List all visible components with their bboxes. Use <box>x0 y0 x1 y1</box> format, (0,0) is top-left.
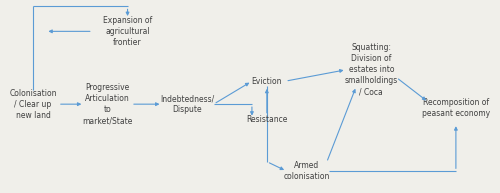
Text: Indebtedness/
Dispute: Indebtedness/ Dispute <box>160 94 214 114</box>
Text: Progressive
Articulation
to
market/State: Progressive Articulation to market/State <box>82 83 133 125</box>
Text: Colonisation
/ Clear up
new land: Colonisation / Clear up new land <box>10 89 57 120</box>
Text: Expansion of
agricultural
frontier: Expansion of agricultural frontier <box>103 16 152 47</box>
Text: Squatting:
Division of
estates into
smallholdings
/ Coca: Squatting: Division of estates into smal… <box>344 43 398 96</box>
Text: Resistance: Resistance <box>246 115 288 124</box>
Text: Armed
colonisation: Armed colonisation <box>284 161 330 181</box>
Text: Eviction: Eviction <box>252 77 282 86</box>
Text: Recomposition of
peasant economy: Recomposition of peasant economy <box>422 98 490 118</box>
